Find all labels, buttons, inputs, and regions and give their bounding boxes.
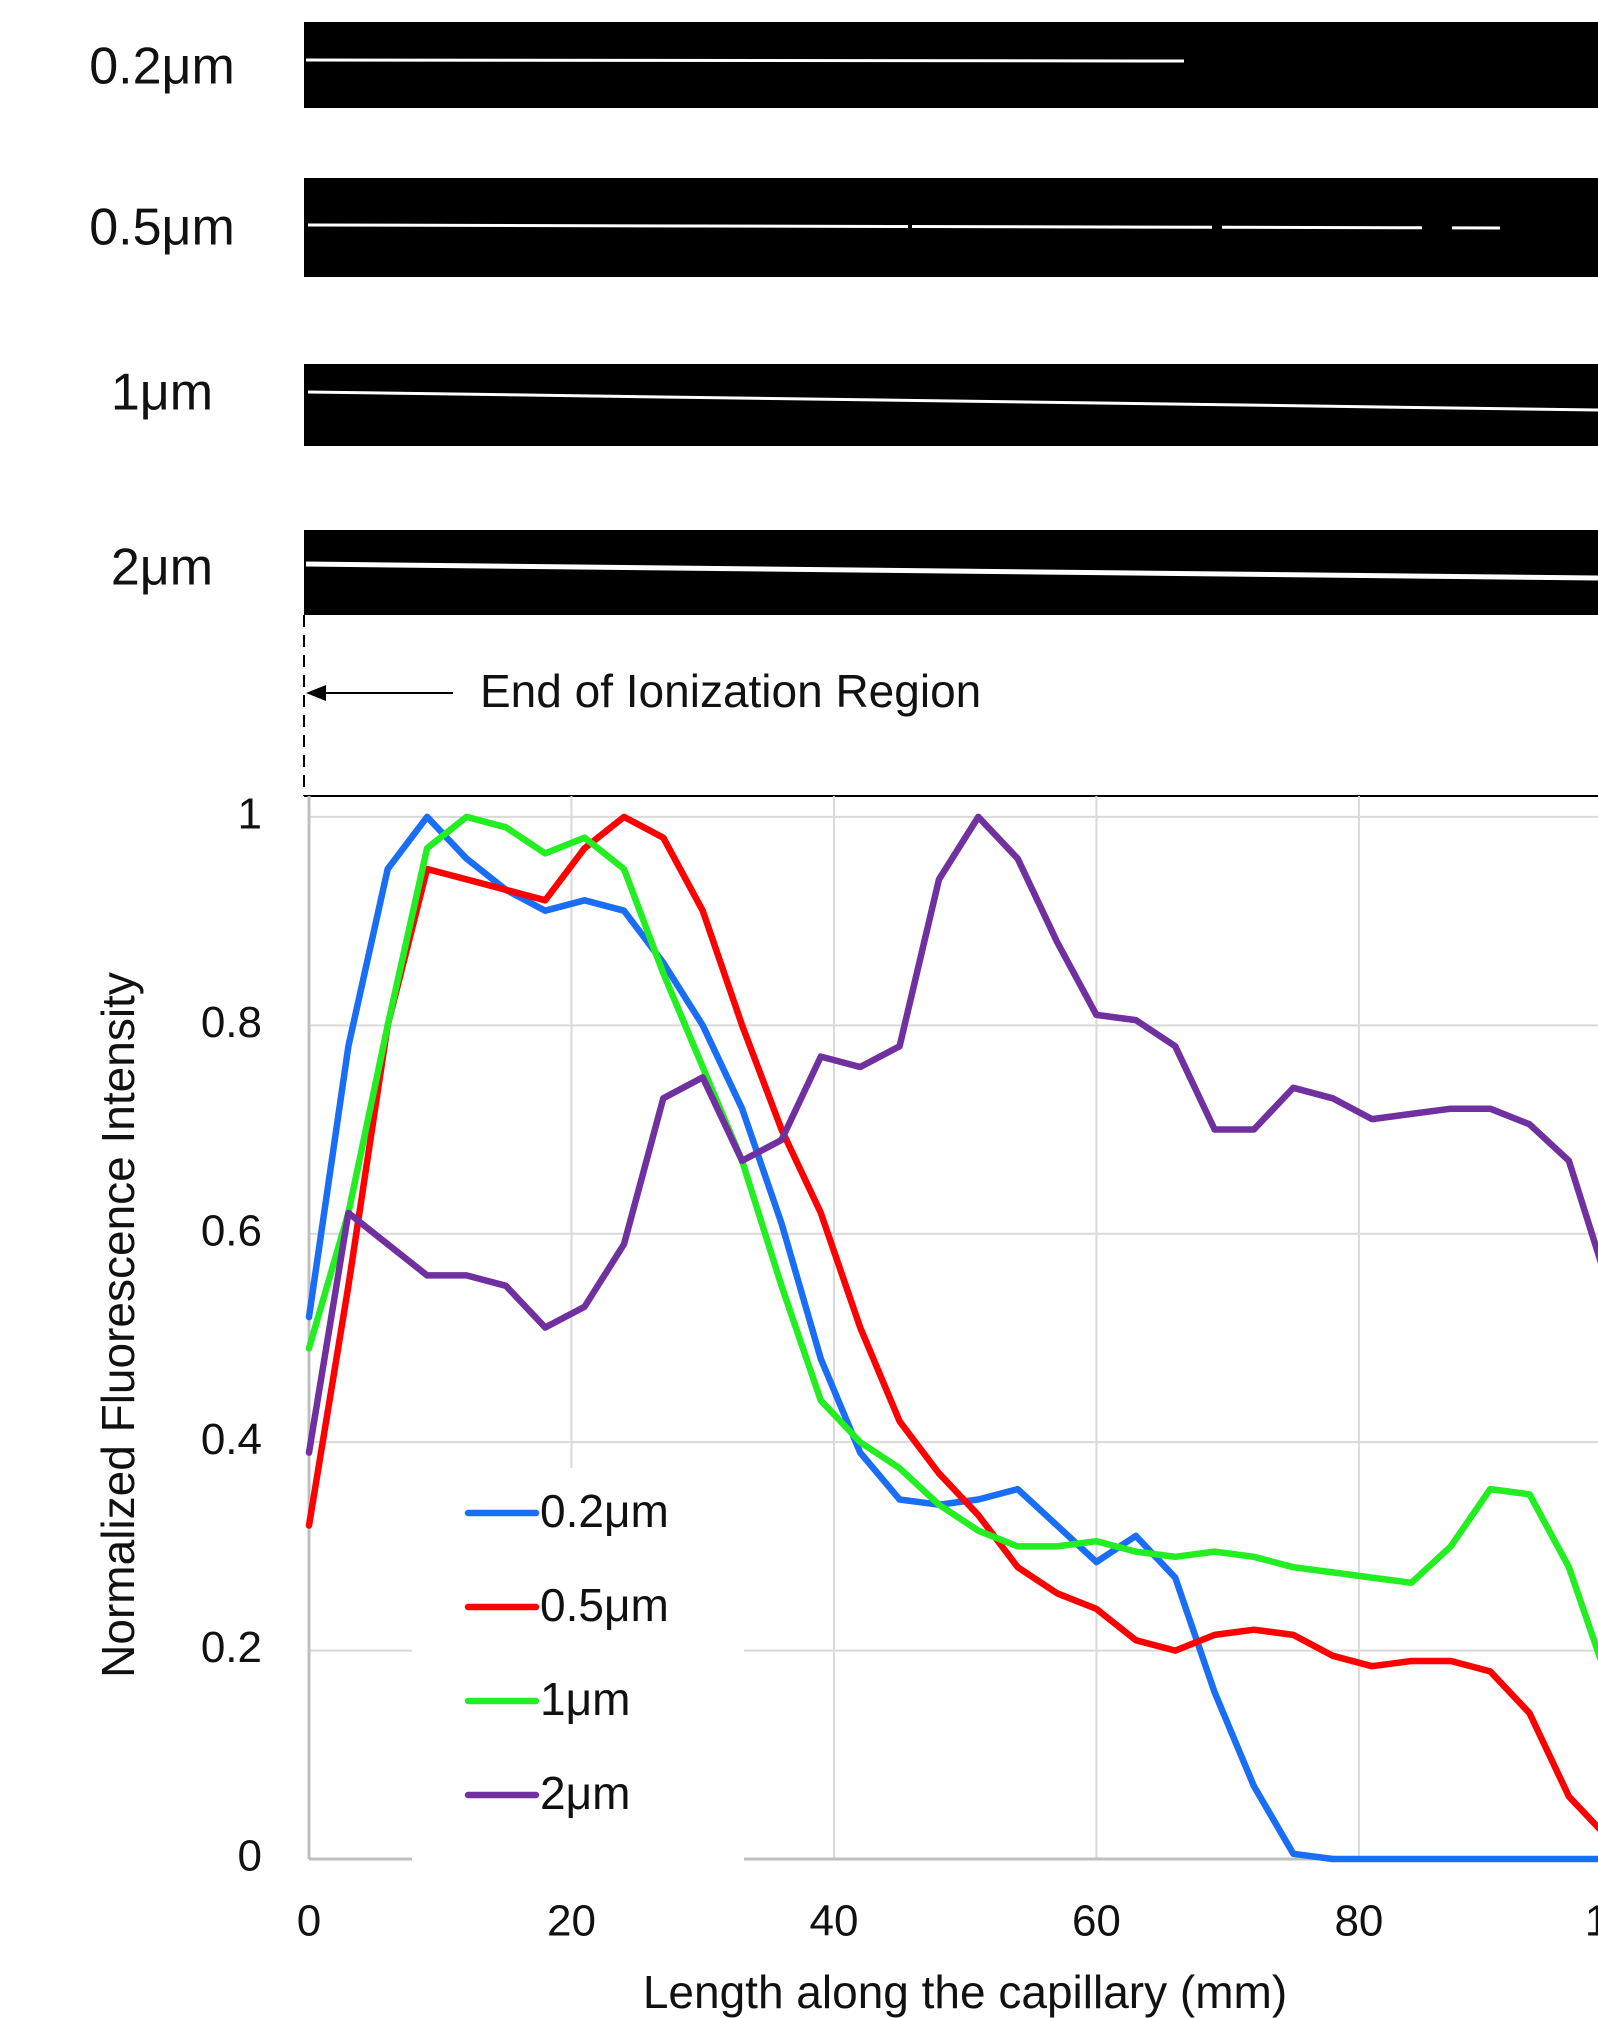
x-tick-label: 100 <box>1585 1897 1598 1946</box>
strip-label: 0.5μm <box>89 199 235 257</box>
data-line <box>309 817 1598 1453</box>
strip-label: 2μm <box>111 539 213 597</box>
page: {"strips": {"labels": ["0.2μm", "0.5μm",… <box>0 0 1598 2018</box>
strip-image <box>304 22 1598 108</box>
legend-label: 2μm <box>540 1767 630 1819</box>
y-tick-label: 0 <box>238 1832 262 1881</box>
x-tick-label: 0 <box>297 1897 321 1946</box>
y-tick-label: 0.2 <box>201 1623 262 1672</box>
strip-label: 1μm <box>111 364 213 422</box>
x-tick-label: 40 <box>809 1897 858 1946</box>
y-tick-label: 0.4 <box>201 1415 262 1464</box>
figure: 0.2μm 0.5μm 1μm 2μm End of Ionization Re… <box>0 0 1598 2018</box>
strip-streak <box>306 60 1184 61</box>
x-axis-title: Length along the capillary (mm) <box>643 1966 1287 2018</box>
x-tick-label: 20 <box>547 1897 596 1946</box>
y-axis-title: Normalized Fluorescence Intensity <box>92 972 144 1678</box>
x-tick-label: 60 <box>1072 1897 1121 1946</box>
strip-label: 0.2μm <box>89 38 235 96</box>
y-tick-label: 0.8 <box>201 998 262 1047</box>
plot-area: 0 0.2 0.4 0.6 0.8 1 0 20 40 60 80 100 Length along t… <box>92 790 1598 2018</box>
legend-label: 0.5μm <box>540 1579 669 1631</box>
legend-label: 0.2μm <box>540 1485 669 1537</box>
strip-image <box>304 364 1598 446</box>
x-tick-label: 80 <box>1334 1897 1383 1946</box>
y-tick-label: 1 <box>238 790 262 839</box>
y-tick-label: 0.6 <box>201 1206 262 1255</box>
annotation-arrowhead <box>306 685 326 701</box>
legend-label: 1μm <box>540 1673 630 1725</box>
annotation: End of Ionization Region <box>480 665 981 717</box>
